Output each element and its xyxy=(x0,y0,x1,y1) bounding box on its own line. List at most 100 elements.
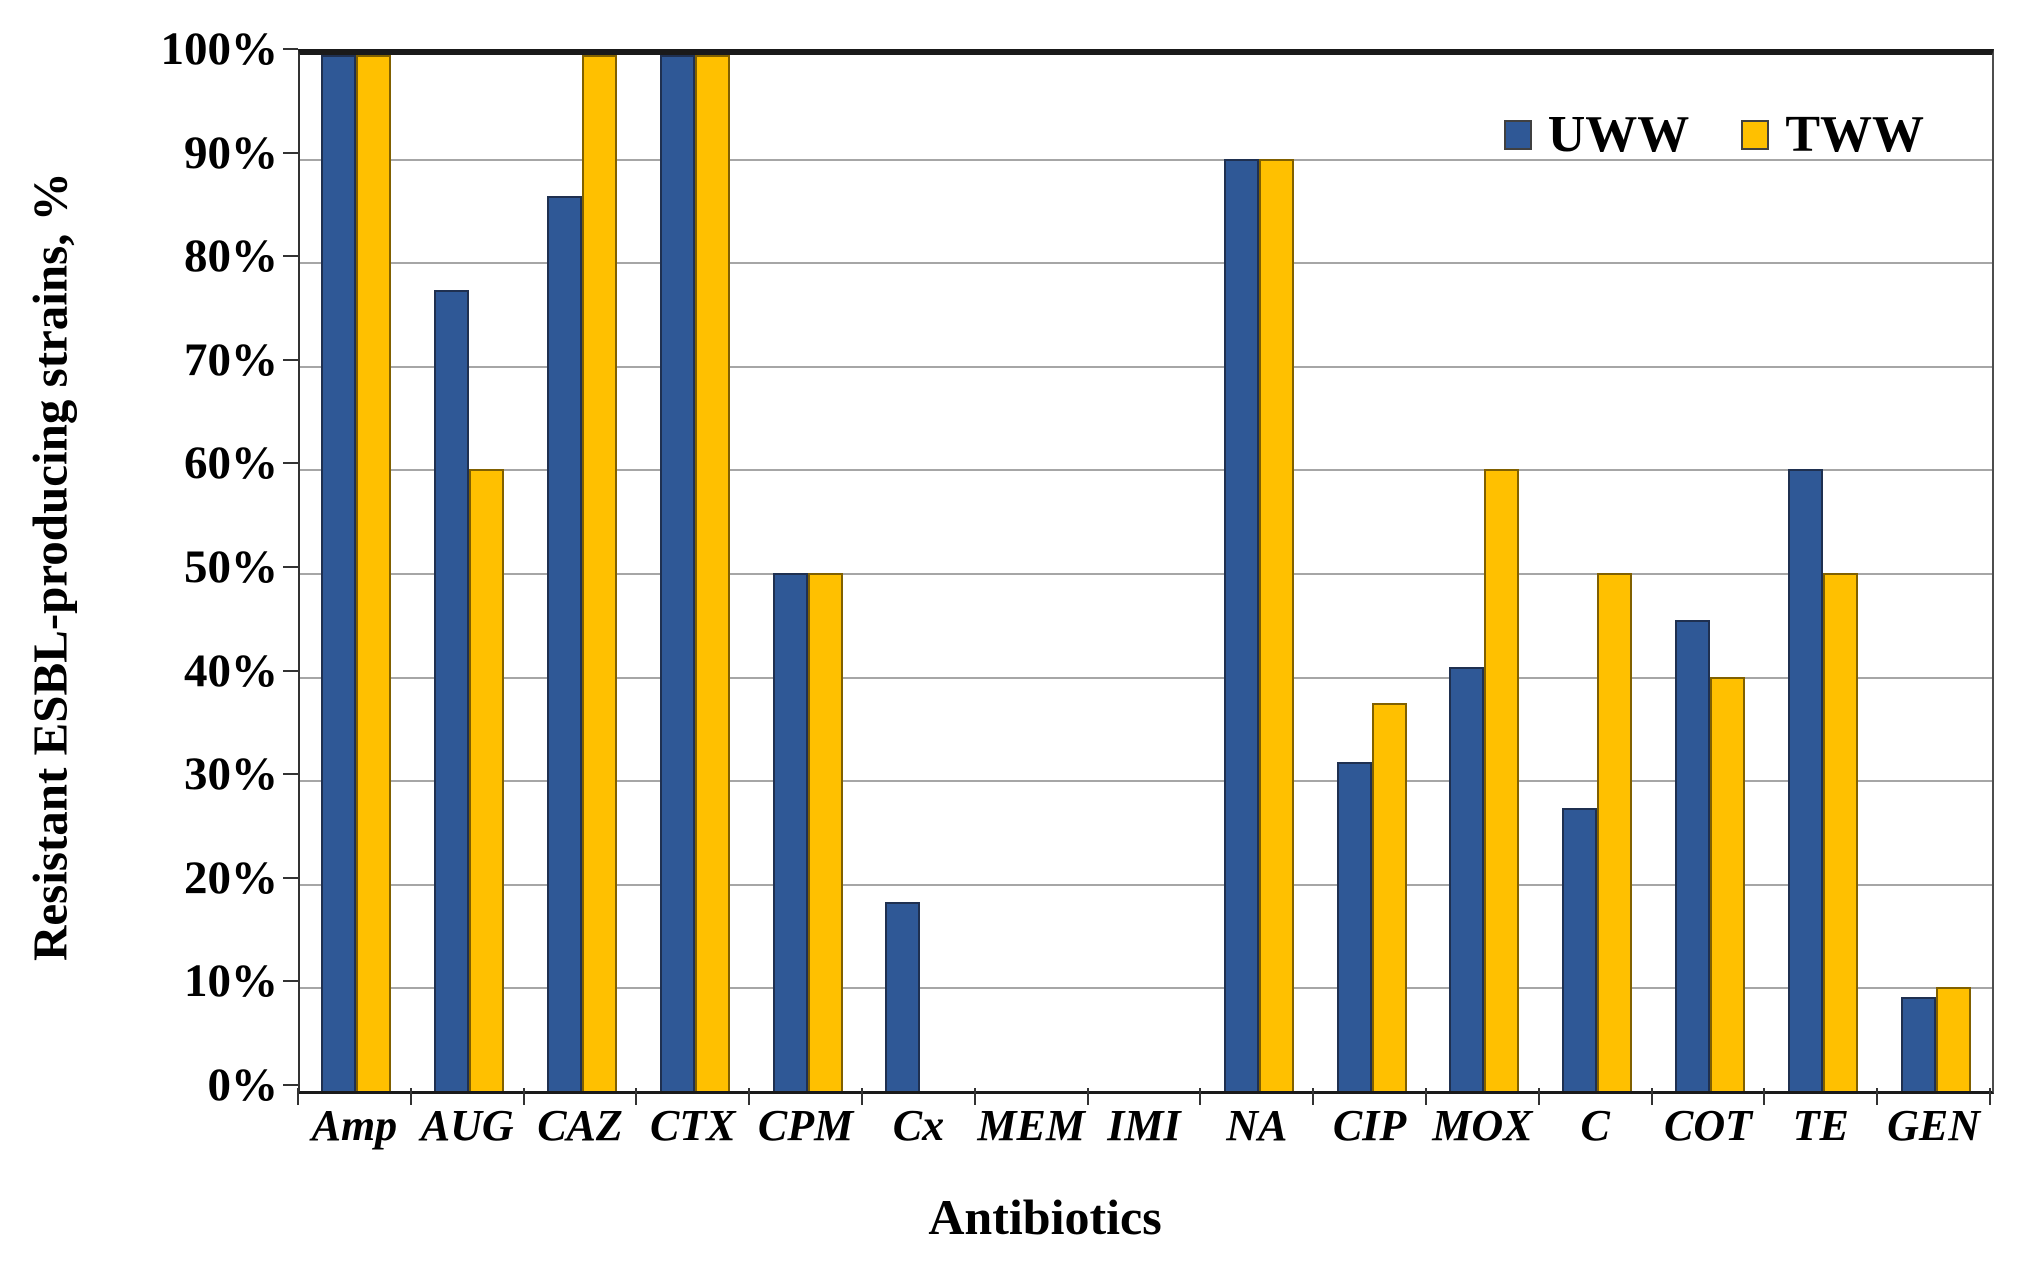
x-tick-label-C: C xyxy=(1580,1101,1610,1150)
x-tick-label-CAZ: CAZ xyxy=(537,1101,623,1150)
x-tick-label-CTX: CTX xyxy=(650,1101,736,1150)
x-tick-label-MOX: MOX xyxy=(1432,1101,1533,1150)
y-tick-mark-50 xyxy=(283,566,298,568)
y-tick-mark-20 xyxy=(283,876,298,879)
bar-tww-MOX xyxy=(1484,469,1520,1091)
gridline-70 xyxy=(300,365,1992,368)
plot-area: UWW TWW xyxy=(298,49,1994,1094)
gridline-40 xyxy=(300,676,1992,679)
x-tick-mark-12 xyxy=(1650,1088,1653,1105)
bar-tww-Amp xyxy=(356,55,392,1091)
bar-uww-COT xyxy=(1675,619,1710,1091)
bar-uww-NA xyxy=(1223,158,1259,1091)
x-tick-mark-0 xyxy=(297,1088,299,1105)
x-tick-label-Cx: Cx xyxy=(892,1101,945,1150)
y-tick-mark-60 xyxy=(283,462,298,465)
bar-uww-Amp xyxy=(321,55,357,1091)
x-tick-label-GEN: GEN xyxy=(1887,1101,1981,1150)
category-group-Cx xyxy=(864,55,977,1091)
legend-label-uww: UWW xyxy=(1547,106,1690,163)
y-tick-mark-100 xyxy=(283,48,298,50)
bar-tww-C xyxy=(1597,573,1633,1091)
category-group-Amp xyxy=(300,55,413,1091)
bar-tww-CIP xyxy=(1371,702,1407,1091)
category-group-CPM xyxy=(751,55,864,1091)
bar-uww-CAZ xyxy=(547,195,582,1091)
x-tick-mark-11 xyxy=(1537,1088,1540,1105)
category-group-NA xyxy=(1202,55,1315,1091)
x-tick-mark-6 xyxy=(973,1088,976,1105)
category-group-GEN xyxy=(1879,55,1992,1091)
bar-tww-CPM xyxy=(807,573,843,1091)
y-tick-label-70: 70% xyxy=(184,333,278,386)
y-tick-mark-40 xyxy=(283,669,298,672)
x-tick-mark-1 xyxy=(409,1088,412,1105)
bar-uww-CPM xyxy=(772,573,808,1091)
gridline-10 xyxy=(300,987,1992,990)
bar-tww-COT xyxy=(1709,676,1745,1091)
bar-tww-NA xyxy=(1258,158,1294,1091)
y-tick-label-80: 80% xyxy=(184,230,278,283)
gridline-20 xyxy=(300,883,1992,886)
x-tick-label-IMI: IMI xyxy=(1107,1101,1181,1150)
bar-uww-GEN xyxy=(1900,996,1936,1091)
y-tick-label-20: 20% xyxy=(184,851,278,904)
tww-swatch-icon xyxy=(1741,120,1770,150)
x-axis-title: Antibiotics xyxy=(928,1189,1162,1245)
y-tick-mark-90 xyxy=(283,151,298,154)
x-tick-label-COT: COT xyxy=(1663,1101,1752,1150)
x-tick-mark-3 xyxy=(635,1088,638,1105)
gridline-60 xyxy=(300,469,1992,472)
x-tick-label-MEM: MEM xyxy=(977,1101,1085,1150)
x-tick-label-CPM: CPM xyxy=(757,1101,854,1150)
x-tick-mark-2 xyxy=(522,1088,525,1105)
y-tick-mark-0 xyxy=(283,1084,298,1086)
bar-uww-C xyxy=(1562,808,1598,1091)
bar-uww-CIP xyxy=(1336,761,1372,1091)
x-tick-label-TE: TE xyxy=(1792,1101,1849,1150)
bar-tww-CTX xyxy=(694,55,730,1091)
category-group-CTX xyxy=(638,55,751,1091)
bar-uww-CTX xyxy=(659,55,695,1091)
y-tick-label-40: 40% xyxy=(184,644,278,697)
x-tick-mark-7 xyxy=(1086,1088,1089,1105)
uww-swatch-icon xyxy=(1503,120,1532,150)
y-tick-mark-80 xyxy=(283,255,298,258)
category-group-IMI xyxy=(1090,55,1203,1091)
y-tick-label-60: 60% xyxy=(184,437,278,490)
legend-item-tww: TWW xyxy=(1741,107,1924,163)
x-tick-label-CIP: CIP xyxy=(1332,1101,1407,1150)
bar-tww-GEN xyxy=(1935,987,1971,1091)
category-group-CAZ xyxy=(526,55,639,1091)
legend: UWW TWW xyxy=(1503,106,1924,163)
y-tick-mark-10 xyxy=(283,980,298,983)
category-group-MEM xyxy=(977,55,1090,1091)
bar-uww-AUG xyxy=(434,290,470,1091)
gridline-30 xyxy=(300,780,1992,783)
y-tick-label-90: 90% xyxy=(184,126,278,179)
bar-uww-TE xyxy=(1787,469,1823,1091)
y-tick-mark-30 xyxy=(283,773,298,776)
category-group-AUG xyxy=(413,55,526,1091)
bar-tww-CAZ xyxy=(581,55,617,1091)
bar-tww-AUG xyxy=(469,469,505,1091)
y-tick-label-10: 10% xyxy=(184,955,278,1008)
y-tick-label-100: 100% xyxy=(160,23,279,75)
bar-tww-TE xyxy=(1822,573,1858,1091)
legend-item-uww: UWW xyxy=(1503,106,1690,163)
x-tick-mark-8 xyxy=(1199,1088,1202,1105)
y-tick-label-30: 30% xyxy=(184,748,278,801)
gridline-50 xyxy=(300,573,1992,575)
x-tick-mark-13 xyxy=(1763,1088,1766,1105)
category-group-COT xyxy=(1654,55,1767,1091)
x-tick-mark-5 xyxy=(861,1088,863,1105)
x-tick-label-AUG: AUG xyxy=(420,1101,514,1150)
x-tick-mark-14 xyxy=(1876,1088,1879,1105)
x-tick-label-NA: NA xyxy=(1226,1101,1288,1150)
y-tick-label-50: 50% xyxy=(184,541,278,593)
x-tick-label-Amp: Amp xyxy=(311,1101,398,1150)
bar-uww-Cx xyxy=(885,902,921,1091)
gridline-90 xyxy=(300,158,1992,161)
x-tick-mark-9 xyxy=(1312,1088,1315,1105)
x-tick-mark-10 xyxy=(1425,1088,1427,1105)
